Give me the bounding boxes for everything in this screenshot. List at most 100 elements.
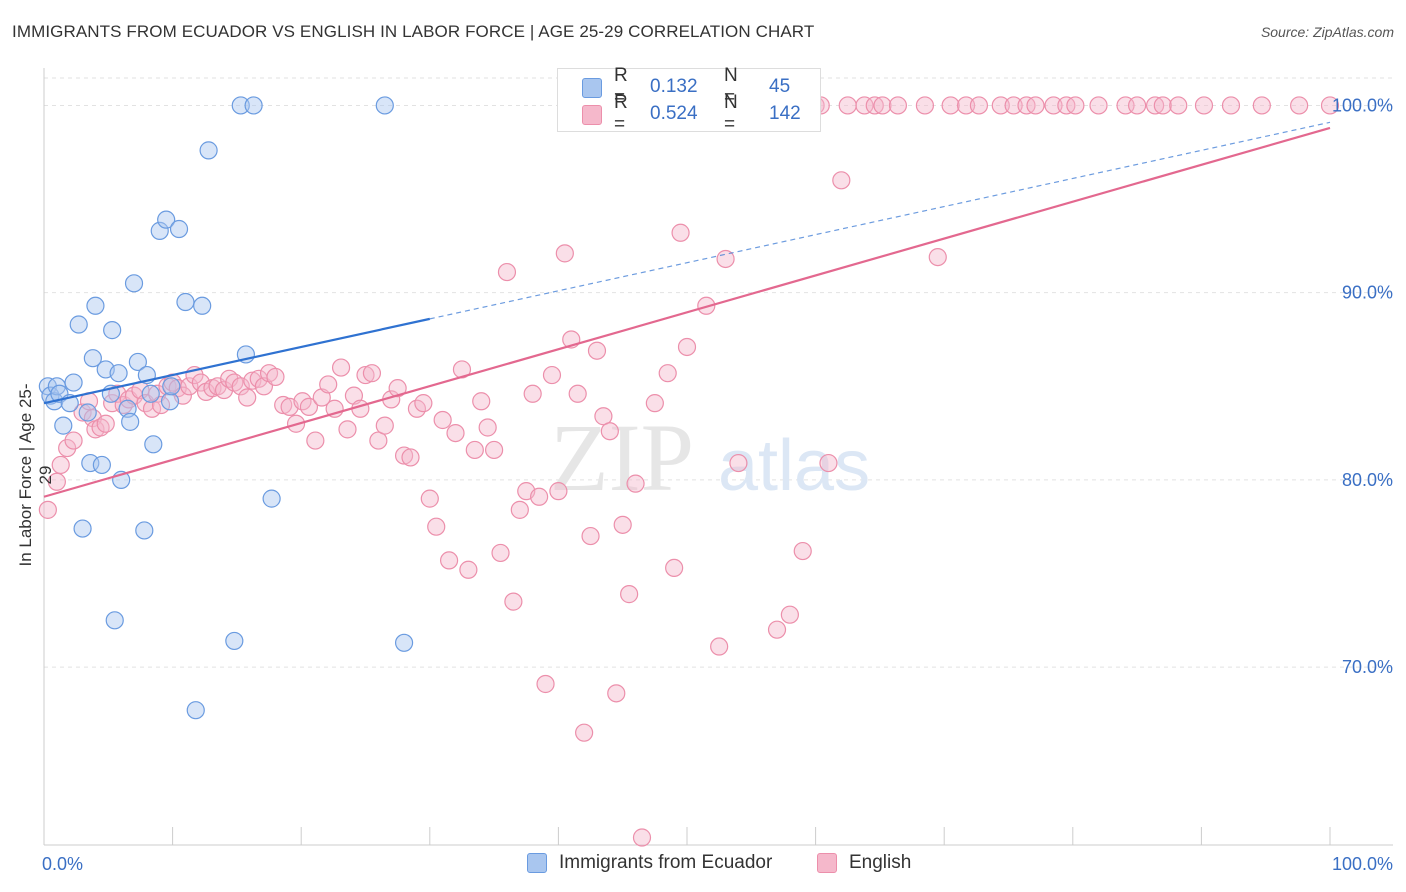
english-point [96, 414, 115, 433]
n-value: 45 [769, 76, 791, 97]
english-point [231, 377, 250, 396]
english-point [1146, 96, 1165, 115]
english-point [465, 440, 484, 460]
correlation-legend: R = 0.132 N = 45 R = 0.524 N = 142 [557, 65, 821, 135]
n-value: 142 [769, 103, 801, 124]
english-point [855, 96, 874, 115]
ecuador-point [81, 453, 100, 473]
english-point [536, 674, 555, 694]
english-point [38, 500, 57, 519]
english-point [632, 828, 652, 847]
english-point [767, 620, 787, 639]
english-point [362, 364, 382, 383]
ecuador-point [186, 701, 205, 720]
ecuador-points [38, 96, 414, 720]
english-point [575, 723, 594, 742]
ecuador-point [150, 221, 169, 240]
series-legend: Immigrants from Ecuador English [0, 852, 1406, 878]
english-point [1044, 96, 1063, 115]
english-point [1221, 96, 1241, 115]
english-point [388, 379, 407, 398]
legend-swatch-blue [527, 853, 547, 873]
legend-swatch-blue [582, 78, 602, 98]
ecuador-point [375, 96, 394, 115]
english-point [523, 384, 542, 403]
ecuador-point [121, 412, 140, 431]
english-point [338, 420, 357, 439]
english-point [941, 96, 960, 115]
english-point [427, 517, 446, 536]
english-point [587, 341, 607, 360]
ecuador-point [83, 349, 102, 368]
n-label: N = [724, 65, 738, 108]
english-point [819, 453, 838, 473]
english-point [838, 96, 857, 115]
y-tick-label: 70.0% [1342, 657, 1393, 677]
english-point [356, 365, 375, 385]
ecuador-point [162, 377, 181, 396]
english-point [832, 171, 851, 190]
english-point [1320, 96, 1340, 115]
ecuador-point [103, 321, 122, 340]
ecuador-point [73, 519, 92, 538]
english-point [504, 592, 523, 611]
ecuador-point [176, 292, 195, 312]
english-point [420, 489, 439, 508]
english-point [620, 585, 639, 604]
ecuador-point [54, 416, 73, 435]
english-point [607, 684, 626, 703]
english-point [865, 96, 884, 115]
english-point [1066, 96, 1085, 115]
ecuador-point [144, 435, 163, 454]
ecuador-trend-extension [429, 121, 1331, 320]
watermark-atlas: atlas [718, 426, 870, 506]
x-tick-label: 0.0% [42, 854, 83, 874]
english-point [549, 482, 568, 501]
ecuador-point [160, 392, 180, 411]
english-point [266, 367, 285, 387]
ecuador-point [78, 403, 97, 422]
english-point [600, 422, 619, 441]
english-point [729, 453, 748, 473]
english-point [594, 407, 613, 426]
r-value: 0.132 [650, 76, 698, 97]
english-point [991, 96, 1010, 115]
english-point [645, 394, 664, 413]
english-point [956, 96, 976, 115]
y-tick-label: 90.0% [1342, 283, 1393, 303]
english-point [472, 392, 491, 411]
english-point [401, 448, 420, 467]
ecuador-point [128, 352, 147, 372]
ecuador-point [86, 296, 105, 315]
ecuador-point [105, 611, 124, 630]
english-point [439, 551, 459, 570]
english-point [151, 395, 171, 415]
watermark: ZIP atlas [550, 404, 870, 511]
ecuador-point [394, 633, 414, 652]
english-point [581, 526, 600, 546]
ecuador-point [262, 489, 281, 508]
english-point [369, 431, 388, 450]
english-point [658, 364, 677, 383]
ecuador-point [193, 296, 212, 315]
english-point [73, 403, 92, 422]
ecuador-point [231, 96, 250, 115]
axes [43, 68, 1393, 846]
english-point [542, 365, 562, 385]
english-point [319, 375, 338, 394]
y-tick-label: 100.0% [1332, 95, 1393, 115]
r-value: 0.524 [650, 103, 698, 124]
english-point [274, 395, 293, 415]
english-point [375, 416, 394, 435]
ecuador-point [225, 631, 244, 651]
legend-item-ecuador: Immigrants from Ecuador [527, 852, 772, 874]
chart-title: IMMIGRANTS FROM ECUADOR VS ENGLISH IN LA… [12, 22, 815, 41]
english-point [344, 386, 364, 405]
ecuador-point [199, 141, 218, 160]
english-point [331, 358, 351, 377]
english-point [1089, 96, 1108, 115]
english-point [485, 440, 504, 460]
y-axis-label: In Labor Force | Age 25-29 [16, 383, 55, 567]
english-point [613, 515, 632, 534]
